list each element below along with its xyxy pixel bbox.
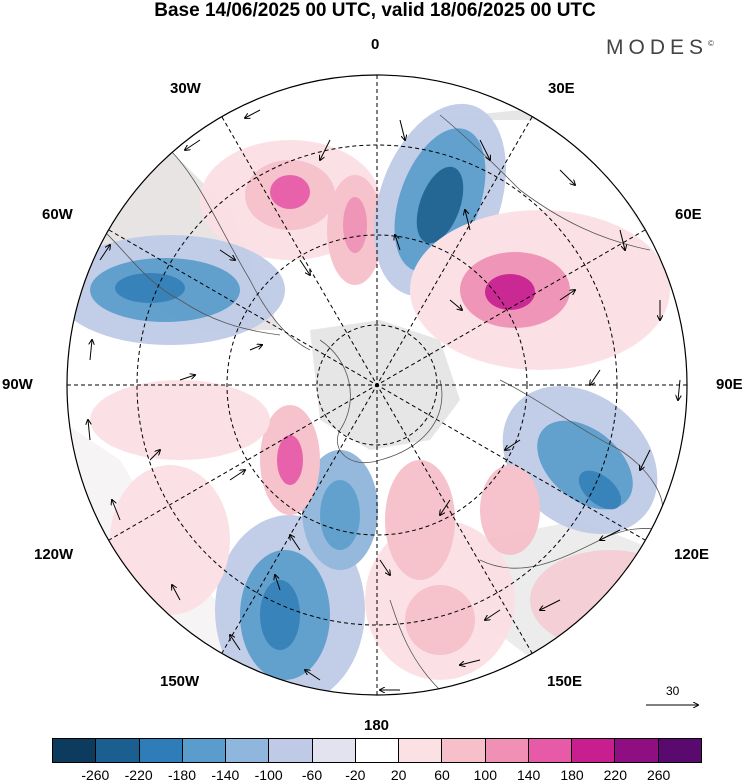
colorbar-swatch [528, 739, 573, 762]
lon-label-90w: 90W [2, 376, 33, 393]
lon-label-120e: 120E [674, 546, 710, 563]
lon-label-150w: 150W [160, 673, 200, 690]
colorbar-swatch [226, 739, 270, 762]
colorbar-swatch [399, 739, 443, 762]
vector-scale-label: 30 [666, 684, 680, 698]
colorbar-swatch [485, 739, 529, 762]
colorbar-swatch [355, 739, 400, 762]
colorbar-tick-label: 60 [434, 767, 450, 783]
colorbar-swatch [139, 739, 183, 762]
colorbar [52, 738, 702, 763]
colorbar-tick-label: 180 [560, 767, 584, 783]
brand-name: MODES [606, 36, 709, 59]
colorbar-tick-label: -100 [254, 767, 283, 783]
lon-label-180: 180 [364, 717, 390, 734]
lon-label-120w: 120W [34, 546, 74, 563]
lon-label-60e: 60E [675, 206, 702, 223]
colorbar-swatch [572, 739, 616, 762]
map-title: Base 14/06/2025 00 UTC, valid 18/06/2025… [154, 0, 596, 21]
colorbar-swatch [312, 739, 356, 762]
colorbar-swatch [53, 739, 97, 762]
colorbar-tick-label: -260 [81, 767, 110, 783]
colorbar-swatch [615, 739, 659, 762]
colorbar-swatch [96, 739, 140, 762]
colorbar-tick-label: -60 [301, 767, 323, 783]
wind-vectors [88, 109, 680, 690]
colorbar-tick-label: 140 [516, 767, 541, 783]
colorbar-swatch [442, 739, 486, 762]
colorbar-tick-label: -140 [211, 767, 240, 783]
colorbar-swatch [658, 739, 701, 762]
colorbar-tick-label: -20 [345, 767, 366, 783]
colorbar-tick-label: 100 [473, 767, 498, 783]
colorbar-tick-label: 20 [390, 767, 407, 783]
lon-label-60w: 60W [42, 206, 73, 223]
lon-label-30e: 30E [548, 80, 575, 97]
colorbar-tick-label: -180 [167, 767, 197, 783]
brand-logo: MODES© [606, 36, 714, 60]
lon-label-30w: 30W [170, 80, 201, 97]
lon-label-90e: 90E [716, 376, 743, 393]
colorbar-swatch [182, 739, 227, 762]
lon-label-150e: 150E [547, 673, 583, 690]
colorbar-tick-label: -220 [124, 767, 153, 783]
colorbar-tick-label: 220 [603, 767, 628, 783]
map-field [67, 75, 687, 695]
brand-mark: © [708, 39, 714, 48]
anomaly-field [67, 103, 687, 695]
lon-label-0: 0 [371, 36, 380, 53]
colorbar-tick-label: 260 [646, 767, 671, 783]
colorbar-swatch [269, 739, 313, 762]
map-boundary [66, 74, 688, 696]
